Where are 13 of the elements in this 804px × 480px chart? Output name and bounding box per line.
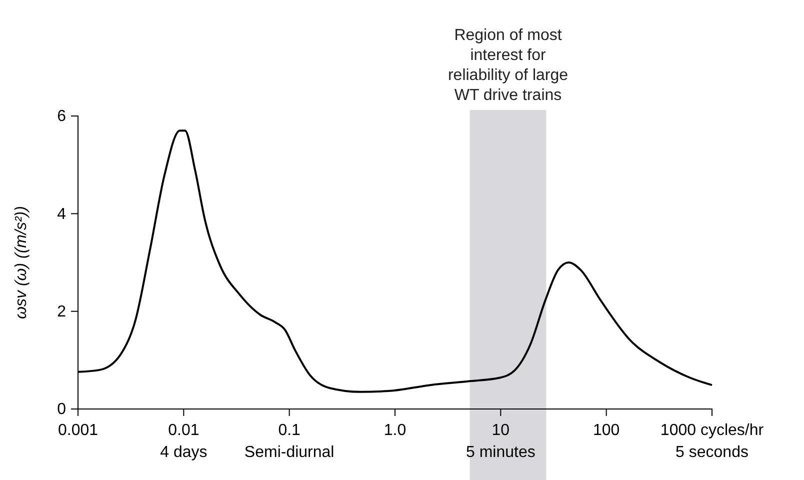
- y-tick-label: 6: [57, 108, 66, 126]
- x-tick-label: 1000 cycles/hr 5 seconds: [660, 422, 764, 461]
- y-tick-label: 4: [57, 206, 66, 223]
- x-tick-label: 0.1 Semi-diurnal: [244, 422, 334, 461]
- y-tick-label: 2: [57, 303, 66, 320]
- x-tick-label: 100: [592, 422, 620, 439]
- x-tick-label: 0.01 4 days: [160, 422, 208, 461]
- y-tick-label: 0: [57, 401, 66, 418]
- x-tick-label: 0.001: [58, 422, 98, 439]
- y-axis-title: ωsv (ω) ((m/s²)): [13, 206, 30, 319]
- x-tick-label: 1.0: [384, 422, 406, 439]
- band-label: Region of most interest for reliability of large WT drive trains: [448, 27, 568, 104]
- x-tick-label: 10 5 minutes: [466, 422, 536, 461]
